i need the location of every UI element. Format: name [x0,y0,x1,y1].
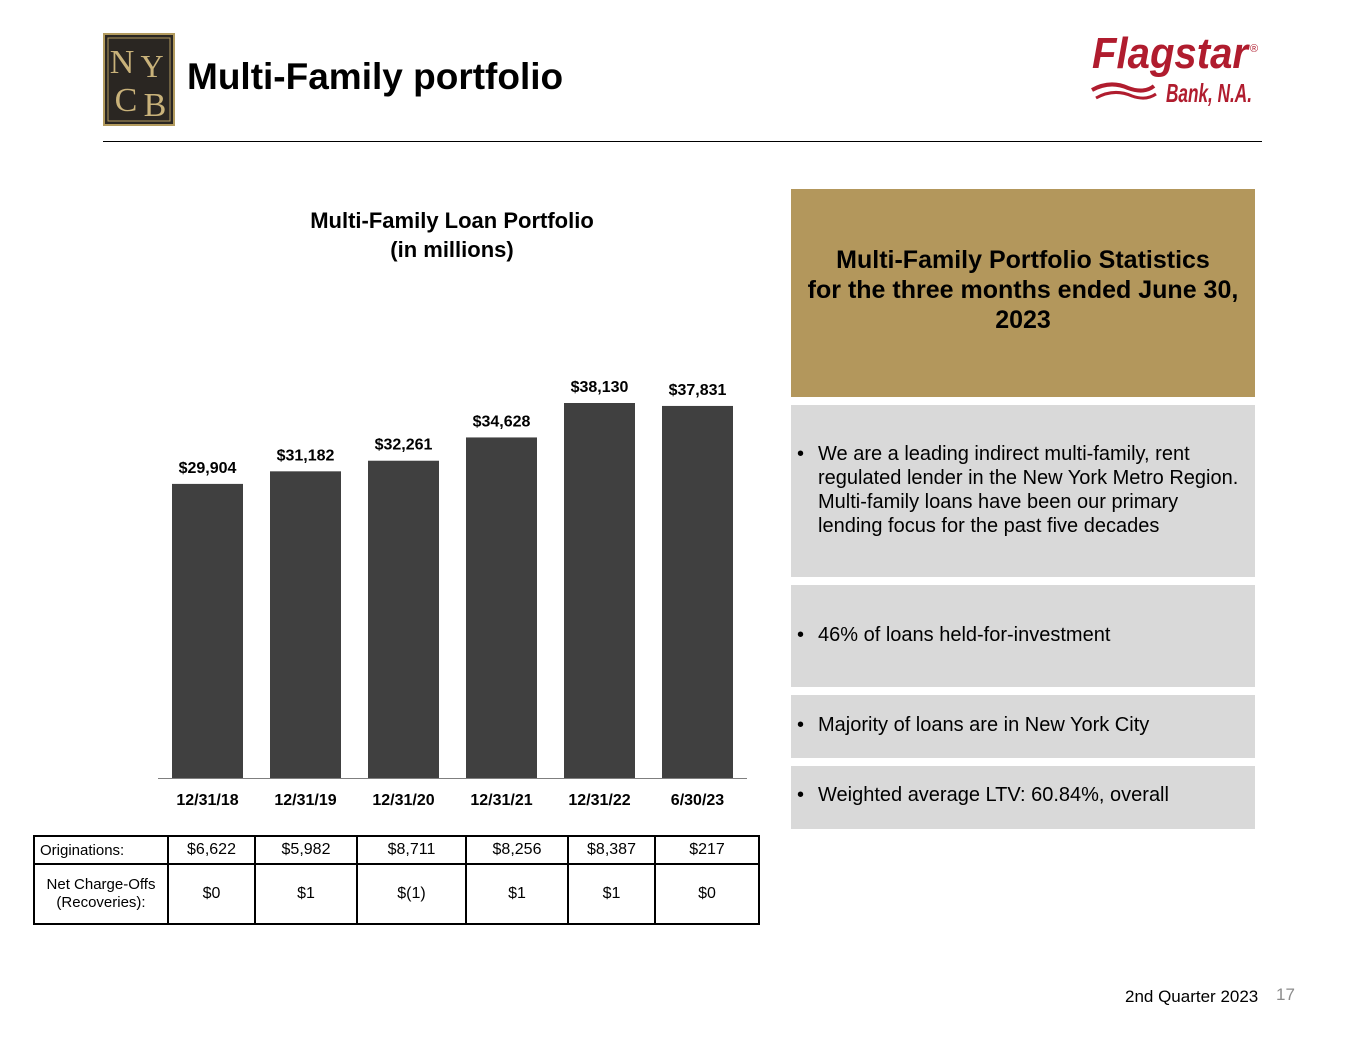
table-cell: $0 [167,863,256,925]
chart-title: Multi-Family Loan Portfolio [310,208,594,233]
page-title: Multi-Family portfolio [187,56,564,97]
bar-12/31/21 [466,437,537,778]
stats-header-line: 2023 [995,306,1051,334]
stat-item: • We are a leading indirect multi-family… [791,405,1255,577]
x-tick-label: 12/31/22 [568,792,630,809]
row-label-line: Net Charge-Offs [46,876,156,893]
row-label-net-charge-offs: Net Charge-Offs (Recoveries): [33,863,169,925]
stats-header-text: Multi-Family Portfolio Statistics for th… [798,245,1248,335]
stat-item: • Weighted average LTV: 60.84%, overall [791,766,1255,829]
table-cell: $(1) [356,863,467,925]
x-tick-label: 12/31/21 [470,792,532,809]
flagstar-subtitle: Bank, N.A. [1166,78,1252,108]
svg-text:B: B [144,87,167,124]
data-label: $34,628 [473,413,531,430]
stat-text: Weighted average LTV: 60.84%, overall [818,784,1169,806]
table-row-originations: Originations: $6,622 $5,982 $8,711 $8,25… [33,835,760,865]
bullet-icon: • [797,624,805,646]
table-cell: $8,256 [465,835,569,865]
footer-quarter: 2nd Quarter 2023 [1125,987,1259,1006]
data-label: $31,182 [277,447,335,464]
x-tick-label: 12/31/19 [274,792,336,809]
stat-item: • Majority of loans are in New York City [791,695,1255,758]
stat-text: We are a leading indirect multi-family, … [818,443,1239,537]
table-cell: $217 [654,835,760,865]
chart-subtitle: (in millions) [390,237,514,262]
stat-item: • 46% of loans held-for-investment [791,585,1255,687]
svg-text:N: N [110,44,135,81]
stats-header-line: for the three months ended June 30, [807,276,1239,304]
data-table: Originations: $6,622 $5,982 $8,711 $8,25… [33,835,760,925]
header-divider [103,141,1262,142]
flagstar-logo: Flagstar ® Bank, N.A. [1088,29,1264,110]
bar-chart: $29,904 12/31/18 $31,182 12/31/19 $32,261 12/… [158,379,747,809]
bar-12/31/20 [368,460,439,778]
bullet-icon: • [797,443,805,465]
data-label: $32,261 [375,437,433,454]
table-cell: $5,982 [254,835,358,865]
data-label: $29,904 [179,460,237,477]
bullet-icon: • [797,714,805,736]
bar-6/30/23 [662,405,733,778]
table-cell: $8,711 [356,835,467,865]
stat-text: Majority of loans are in New York City [818,714,1150,736]
bar-12/31/18 [172,483,243,778]
stat-text: 46% of loans held-for-investment [818,624,1111,646]
table-cell: $1 [567,863,656,925]
table-cell: $6,622 [167,835,256,865]
x-tick-label: 12/31/18 [176,792,238,809]
row-label-line: (Recoveries): [56,894,146,911]
table-cell: $1 [254,863,358,925]
data-label: $38,130 [571,379,629,396]
nycb-logo: N Y C B [103,33,175,126]
svg-text:C: C [115,82,138,119]
svg-text:Y: Y [140,48,163,84]
wave-mark-2 [1095,91,1157,100]
table-row-net-charge-offs: Net Charge-Offs (Recoveries): $0 $1 $(1)… [33,863,760,925]
bar-12/31/22 [564,403,635,778]
registered-mark: ® [1250,43,1258,55]
table-cell: $8,387 [567,835,656,865]
page-number: 17 [1276,985,1295,1004]
bullet-icon: • [797,784,805,806]
data-label: $37,831 [669,382,727,399]
chart-title-block: Multi-Family Loan Portfolio (in millions… [252,206,652,264]
table-cell: $1 [465,863,569,925]
bar-12/31/19 [270,471,341,778]
row-label-originations: Originations: [33,835,169,865]
flagstar-wordmark: Flagstar [1092,30,1251,78]
x-tick-label: 6/30/23 [671,792,724,809]
wave-mark [1091,82,1156,93]
stats-header-line: Multi-Family Portfolio Statistics [836,246,1210,274]
table-cell: $0 [654,863,760,925]
stats-header: Multi-Family Portfolio Statistics for th… [791,189,1255,397]
x-tick-label: 12/31/20 [372,792,434,809]
